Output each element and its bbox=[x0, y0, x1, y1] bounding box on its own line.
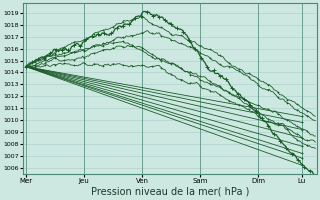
X-axis label: Pression niveau de la mer( hPa ): Pression niveau de la mer( hPa ) bbox=[91, 187, 249, 197]
